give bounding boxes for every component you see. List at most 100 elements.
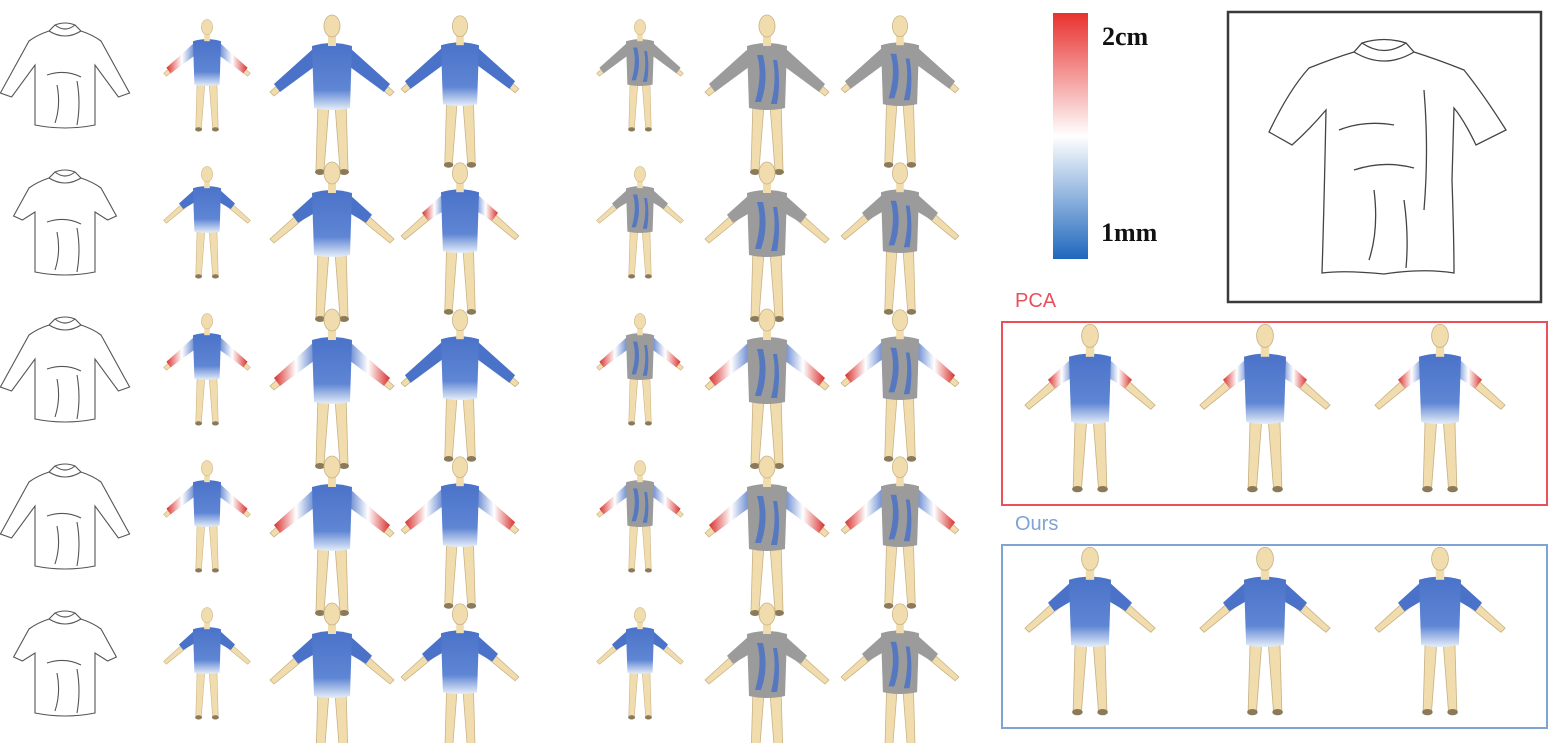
sleeve-left [179, 630, 198, 651]
foot-left [883, 162, 894, 168]
legs [884, 96, 916, 164]
foot-right [1097, 708, 1108, 716]
sleeve-right [473, 341, 516, 383]
result-r2-c2 [269, 161, 395, 322]
head [634, 19, 646, 36]
legs [444, 96, 476, 164]
neck [456, 35, 464, 46]
sleeve-right [649, 336, 681, 368]
foot-right [211, 274, 219, 279]
torso-shirt [312, 631, 352, 698]
head [201, 19, 213, 36]
legs [628, 225, 652, 276]
sleeve-right [1454, 581, 1482, 612]
blue-patch [755, 349, 779, 398]
legs [315, 393, 349, 465]
ours-panel [1001, 544, 1548, 729]
sleeve-right [1279, 358, 1307, 389]
colorbar-gradient [1053, 13, 1088, 259]
sleeve-left [1048, 581, 1076, 612]
sleeve-left [844, 488, 887, 530]
legs [1422, 636, 1458, 711]
sleeve-left [1048, 358, 1076, 389]
neck [896, 329, 904, 340]
pca-figure-3 [1374, 323, 1506, 493]
foot-left [1422, 485, 1433, 493]
sleeve-right [1104, 581, 1132, 612]
torso-shirt [626, 186, 654, 233]
legs [628, 666, 652, 717]
foot-right [906, 309, 917, 315]
sleeve-right [216, 483, 248, 515]
sleeve-left [862, 635, 887, 662]
result-r2-c1 [163, 166, 251, 279]
sleeve-right [781, 195, 807, 223]
torso-shirt [881, 630, 919, 694]
foot-left [1247, 708, 1258, 716]
pca-label: PCA [1015, 290, 1057, 312]
head [1431, 323, 1449, 348]
blue-patch [888, 494, 912, 542]
blue-patch [755, 496, 779, 545]
sleeve-right [913, 341, 956, 383]
neck [456, 476, 464, 487]
foot-right [644, 568, 652, 573]
sleeve-left [274, 48, 318, 92]
legs [884, 537, 916, 605]
sleeve-right [216, 42, 248, 74]
results-grid [0, 14, 960, 743]
foot-left [315, 316, 325, 322]
torso-shirt [193, 39, 221, 86]
neck [328, 183, 336, 193]
sleeve-left [166, 336, 198, 368]
ours-figure-3 [1374, 546, 1506, 716]
torso-shirt [1419, 353, 1461, 424]
torso-shirt [747, 43, 787, 110]
error-colorbar [1053, 13, 1088, 259]
foot-right [774, 463, 784, 469]
sleeve-left [1398, 581, 1426, 612]
torso-shirt [193, 333, 221, 380]
neck [637, 622, 643, 630]
result-r4-c1 [163, 460, 251, 573]
result-r4-c4 [596, 460, 684, 573]
torso-shirt [193, 627, 221, 674]
torso-shirt [441, 630, 479, 694]
sleeve-left [404, 488, 447, 530]
sleeve-left [709, 489, 753, 533]
head [758, 161, 776, 185]
legs [884, 390, 916, 458]
neck [1260, 346, 1270, 357]
torso-shirt [1244, 576, 1286, 647]
head [452, 603, 468, 626]
result-r3-c4 [596, 313, 684, 426]
sleeve-right [346, 636, 372, 664]
foot-right [466, 309, 477, 315]
torso-shirt [441, 336, 479, 400]
sleeve-right [473, 488, 516, 530]
legs [195, 666, 219, 717]
head [1081, 546, 1099, 571]
sketch-row-4 [0, 463, 131, 570]
sleeve-left [404, 47, 447, 89]
foot-left [750, 316, 760, 322]
sleeve-left [1223, 581, 1251, 612]
result-r5-c6 [840, 603, 960, 743]
neck [204, 622, 210, 630]
sleeve-left [179, 189, 198, 210]
neck [1260, 569, 1270, 580]
sleeve-left [844, 47, 887, 89]
torso-shirt [881, 483, 919, 547]
legs [1072, 636, 1108, 711]
foot-right [466, 162, 477, 168]
sleeve-left [612, 630, 631, 651]
neck [1085, 569, 1095, 580]
result-r3-c3 [400, 309, 520, 462]
result-r2-c3 [400, 162, 520, 315]
foot-left [315, 463, 325, 469]
neck [896, 182, 904, 193]
sleeve-left [1398, 358, 1426, 389]
result-r3-c6 [840, 309, 960, 462]
foot-right [339, 316, 349, 322]
sketch-row-1 [0, 22, 131, 129]
